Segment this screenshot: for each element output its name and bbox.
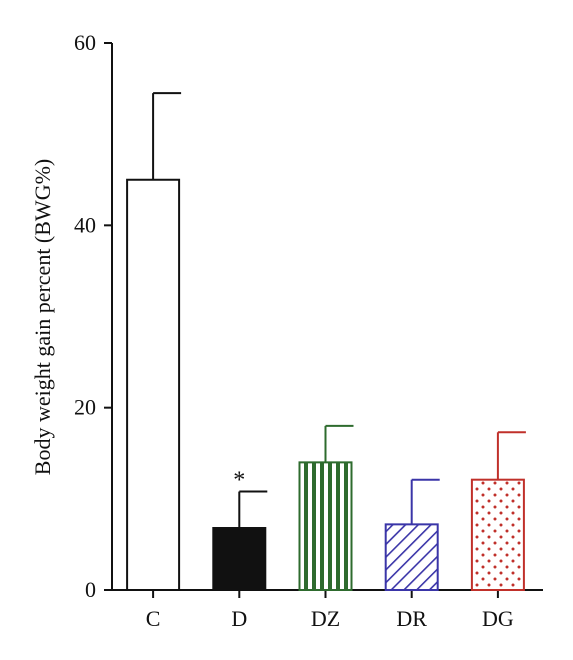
x-tick-label: C xyxy=(146,606,161,631)
x-tick-label: DZ xyxy=(311,606,340,631)
y-tick-label: 60 xyxy=(74,30,96,55)
y-tick-label: 40 xyxy=(74,212,96,237)
x-tick-label: DR xyxy=(396,606,427,631)
x-tick-label: DG xyxy=(482,606,514,631)
significance-marker: * xyxy=(233,468,245,494)
y-axis-title: Body weight gain percent (BWG%) xyxy=(30,159,55,475)
y-tick-label: 20 xyxy=(74,395,96,420)
bar-DG xyxy=(470,478,525,591)
x-tick-label: D xyxy=(231,606,247,631)
bar-D xyxy=(212,527,267,591)
y-axis: 0 20 40 60 xyxy=(74,30,113,602)
y-tick-label: 0 xyxy=(85,577,96,602)
bar-C xyxy=(126,178,181,591)
x-axis: C D DZ DR DG xyxy=(112,589,543,631)
bar-DZ xyxy=(298,461,353,591)
bar-DR xyxy=(384,523,439,591)
bars: * xyxy=(126,92,526,591)
